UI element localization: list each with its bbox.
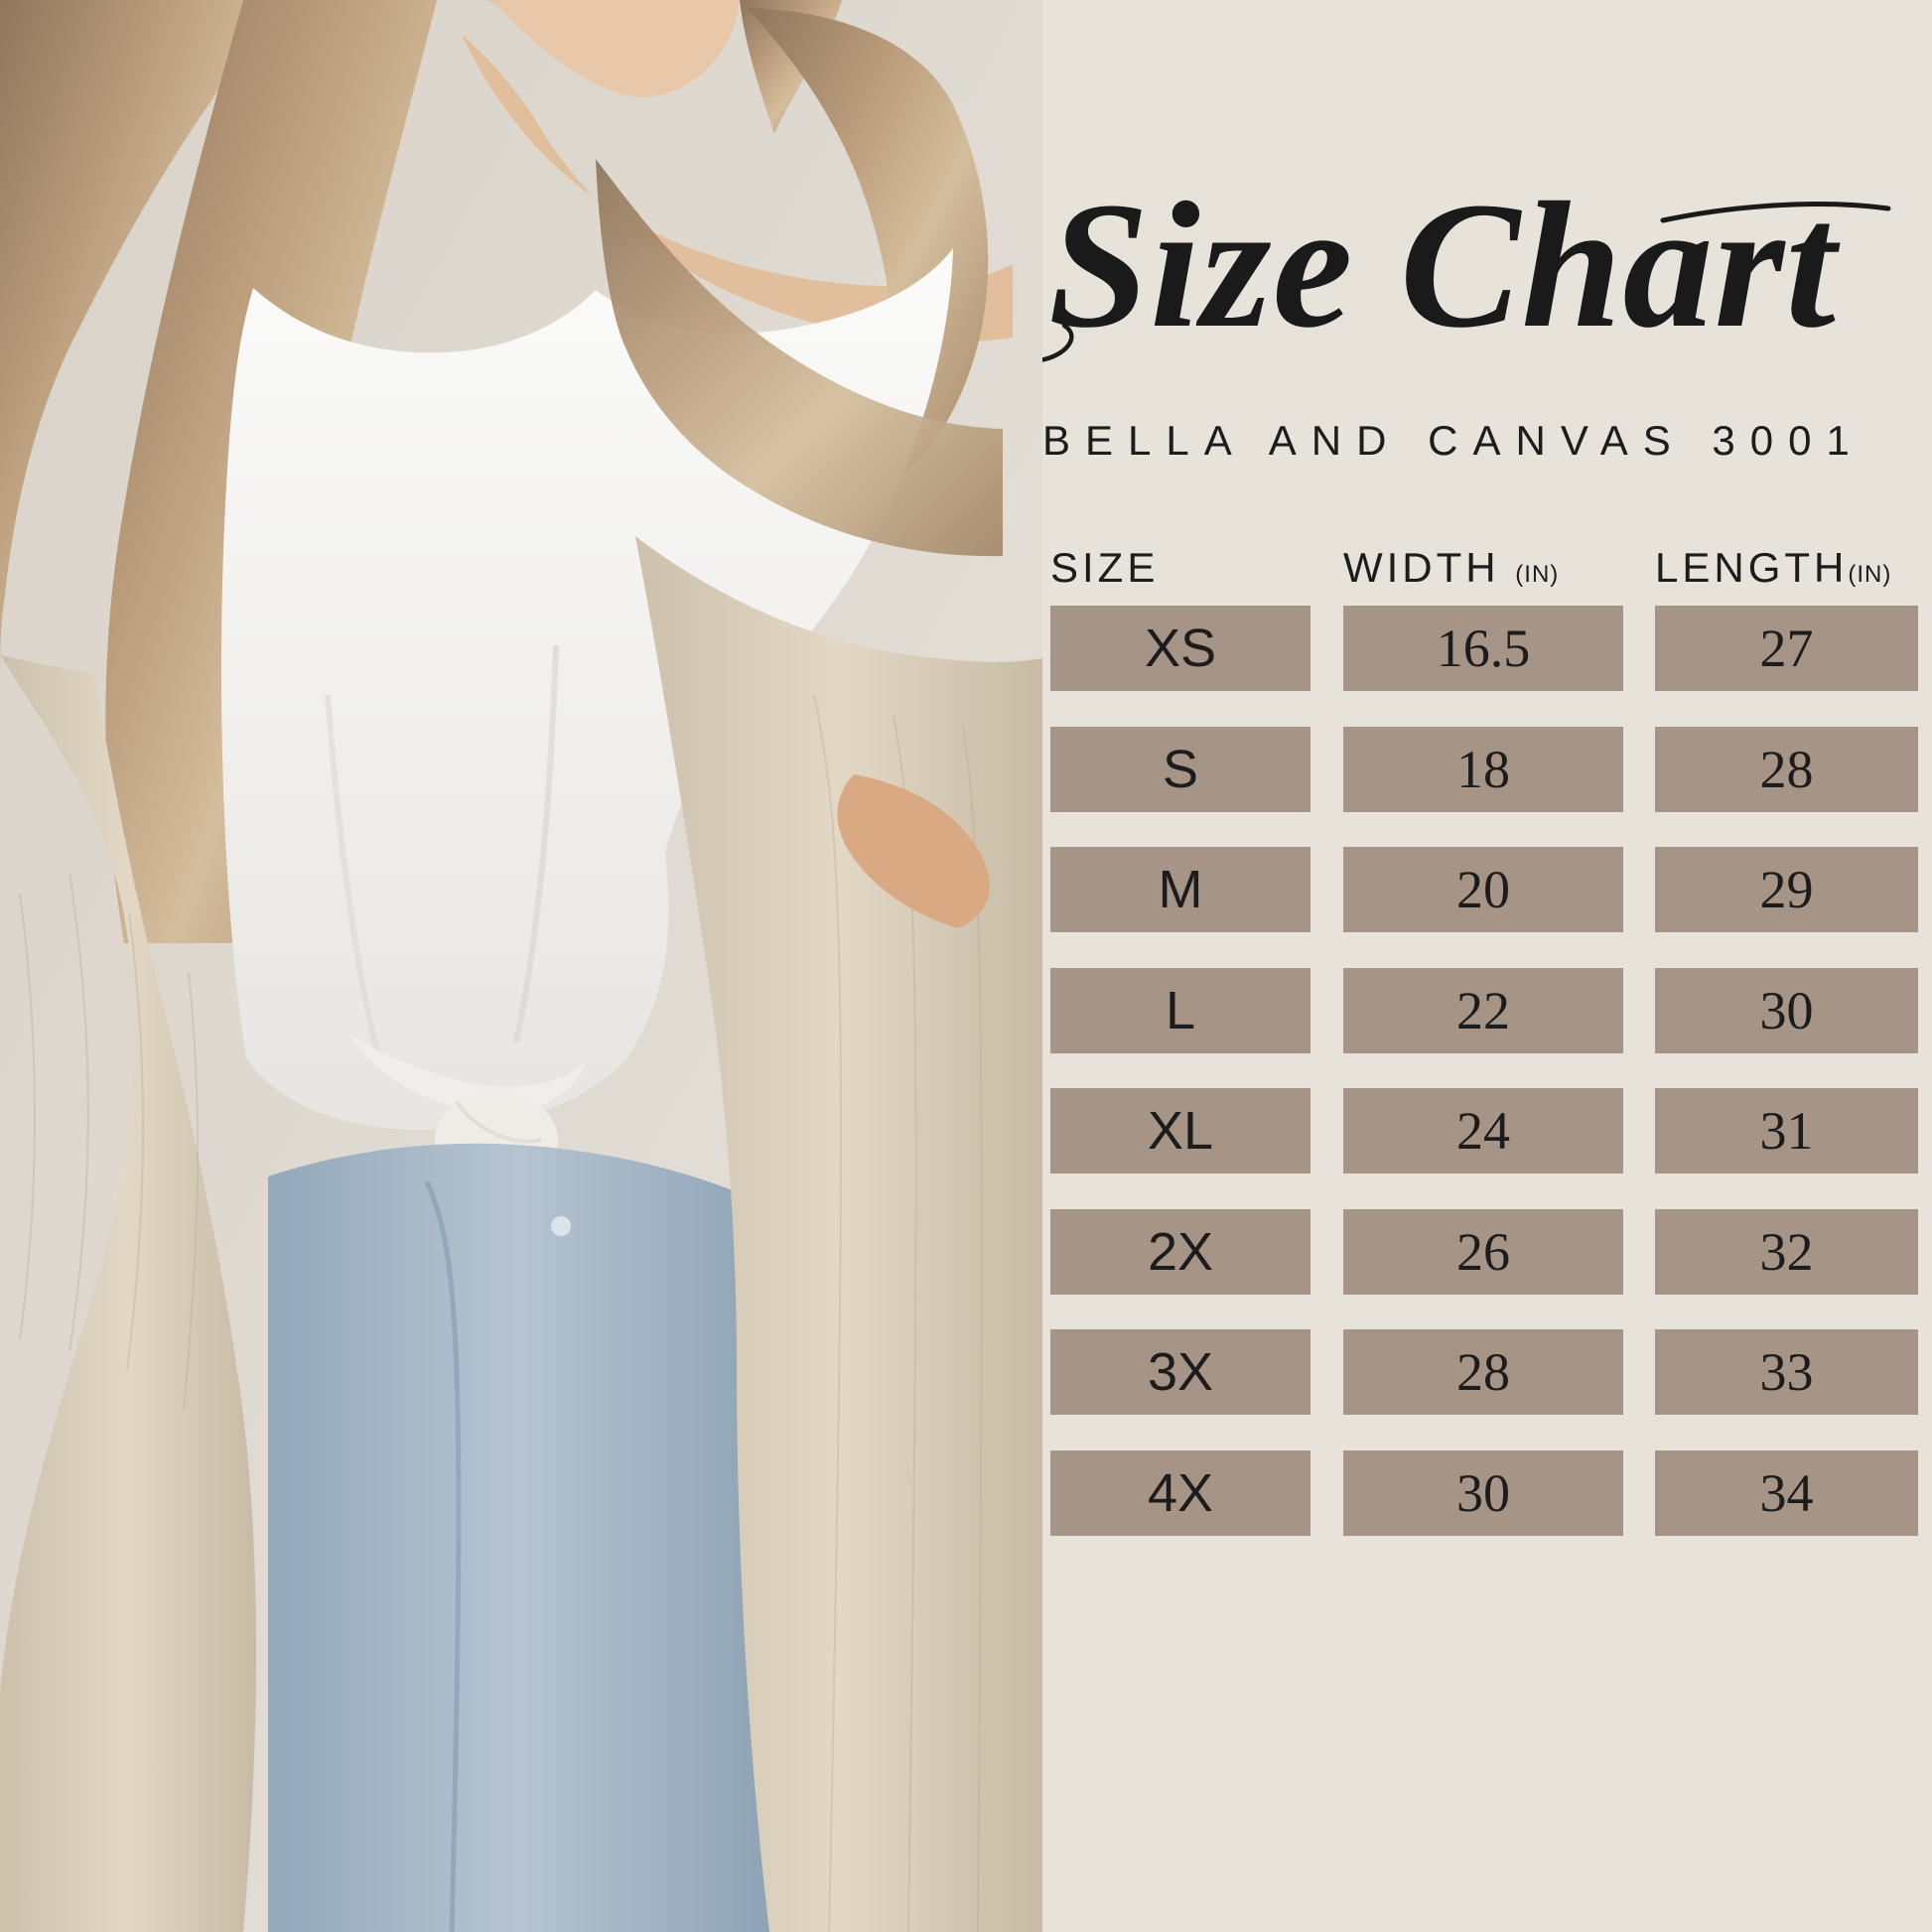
svg-text:Size Chart: Size Chart xyxy=(1048,166,1841,365)
